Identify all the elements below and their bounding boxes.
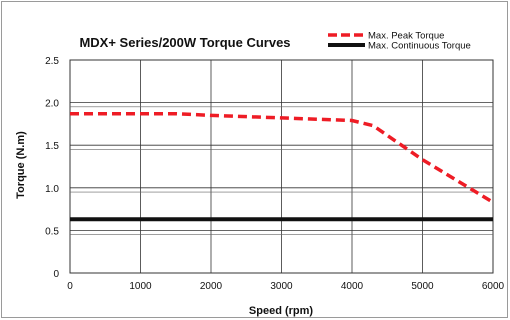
x-tick-label: 3000 — [270, 281, 293, 292]
y-tick-label: 2.5 — [45, 56, 59, 67]
y-tick-label: 1.0 — [45, 184, 59, 195]
legend-label: Max. Continuous Torque — [368, 41, 471, 52]
x-tick-label: 2000 — [200, 281, 223, 292]
peak-torque-line — [70, 111, 494, 204]
x-tick-label: 4000 — [341, 281, 364, 292]
x-tick-label: 0 — [67, 281, 73, 292]
chart-title: MDX+ Series/200W Torque Curves — [79, 35, 290, 50]
y-tick-label: 0.5 — [45, 226, 59, 237]
x-axis-label: Speed (rpm) — [249, 305, 314, 317]
y-tick-label: 1.5 — [45, 141, 59, 152]
plot-area: 0 1000 2000 3000 4000 5000 6000 0 0.5 1.0 1.5 2.0 2.… — [45, 56, 504, 292]
y-axis-label: Torque (N.m) — [15, 131, 27, 199]
y-tick-label: 0 — [53, 269, 59, 280]
y-tick-label: 2.0 — [45, 99, 59, 110]
x-tick-label: 1000 — [129, 281, 152, 292]
x-tick-label: 5000 — [411, 281, 434, 292]
x-tick-label: 6000 — [482, 281, 505, 292]
legend-label: Max. Peak Torque — [368, 31, 444, 42]
